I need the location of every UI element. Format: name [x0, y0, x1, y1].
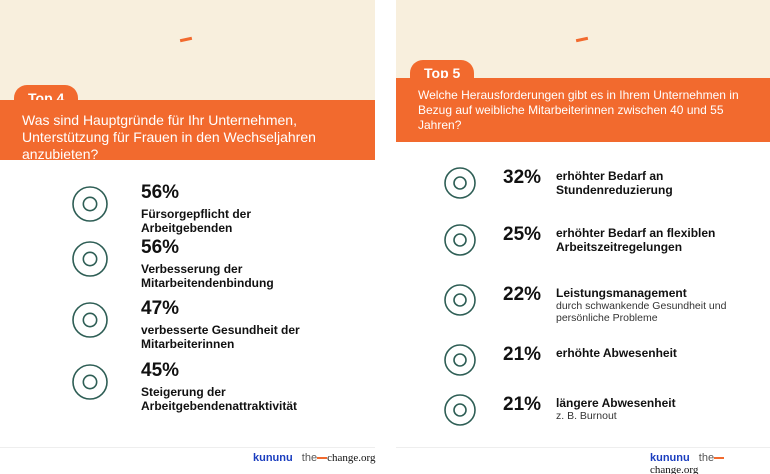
brand: kununu — [253, 452, 293, 464]
percent: 45% — [141, 360, 180, 381]
item-title: erhöhter Bedarf an Stundenreduzierung — [556, 169, 673, 197]
item-text: längere Abwesenheit z. B. Burnout — [556, 396, 731, 422]
percent: 56% — [141, 237, 180, 258]
icon — [72, 364, 108, 400]
item-title: erhöhter Bedarf an flexiblen Arbeitszeit… — [556, 226, 716, 254]
item-text: Fürsorgepflicht der Arbeitgebenden — [141, 207, 341, 235]
percent: 32% — [503, 167, 542, 188]
item-text: erhöhte Abwesenheit — [556, 346, 731, 360]
icon — [444, 224, 476, 256]
icon — [444, 394, 476, 426]
item-text: verbesserte Gesundheit der Mitarbeiterin… — [141, 323, 341, 351]
partner-name: change.org — [327, 452, 376, 464]
item-title: verbesserte Gesundheit der Mitarbeiterin… — [141, 323, 300, 351]
item-text: erhöhter Bedarf an Stundenreduzierung — [556, 169, 731, 197]
header-bg — [0, 0, 375, 100]
brand: kununu — [650, 452, 690, 464]
item-text: erhöhter Bedarf an flexiblen Arbeitszeit… — [556, 226, 731, 254]
item-text: Verbesserung der Mitarbeitendenbindung — [141, 262, 341, 290]
item-title: erhöhte Abwesenheit — [556, 346, 677, 360]
decoration — [714, 457, 725, 460]
question-band: Was sind Hauptgründe für Ihr Unternehmen… — [0, 100, 375, 162]
item-detail: z. B. Burnout — [556, 410, 617, 422]
item-text: Steigerung der Arbeitgebendenattraktivit… — [141, 385, 341, 413]
icon — [72, 241, 108, 277]
footer-right: kununu thechange.org — [650, 452, 770, 474]
percent: 25% — [503, 224, 542, 245]
panel-left: Top 4 Was sind Hauptgründe für Ihr Unter… — [0, 0, 375, 474]
item-title: längere Abwesenheit — [556, 396, 676, 410]
percent: 56% — [141, 182, 180, 203]
item-title: Verbesserung der Mitarbeitendenbindung — [141, 262, 274, 290]
percent: 21% — [503, 394, 542, 415]
percent: 21% — [503, 344, 542, 365]
partner-prefix: the — [698, 452, 715, 464]
icon — [72, 302, 108, 338]
rule — [0, 447, 375, 448]
icon — [444, 167, 476, 199]
icon — [444, 284, 476, 316]
icon — [72, 186, 108, 222]
question: Welche Herausforderungen gibt es in Ihre… — [418, 88, 739, 132]
icon — [444, 344, 476, 376]
item-text: Leistungsmanagement durch schwankende Ges… — [556, 286, 731, 324]
percent: 22% — [503, 284, 542, 305]
item-title: Fürsorgepflicht der Arbeitgebenden — [141, 207, 252, 235]
decoration — [317, 457, 328, 460]
question: Was sind Hauptgründe für Ihr Unternehmen… — [22, 112, 316, 162]
partner-prefix: the — [301, 452, 318, 464]
question-band: Welche Herausforderungen gibt es in Ihre… — [396, 78, 770, 142]
panel-right: Top 5 Welche Herausforderungen gibt es i… — [396, 0, 770, 474]
percent: 47% — [141, 298, 180, 319]
item-title: Steigerung der Arbeitgebendenattraktivit… — [141, 385, 298, 413]
item-detail: durch schwankende Gesundheit und persönl… — [556, 300, 727, 324]
partner-name: change.org — [650, 464, 699, 474]
rule — [396, 447, 770, 448]
footer-left: kununu the change.org — [253, 452, 375, 464]
item-title: Leistungsmanagement — [556, 286, 687, 300]
